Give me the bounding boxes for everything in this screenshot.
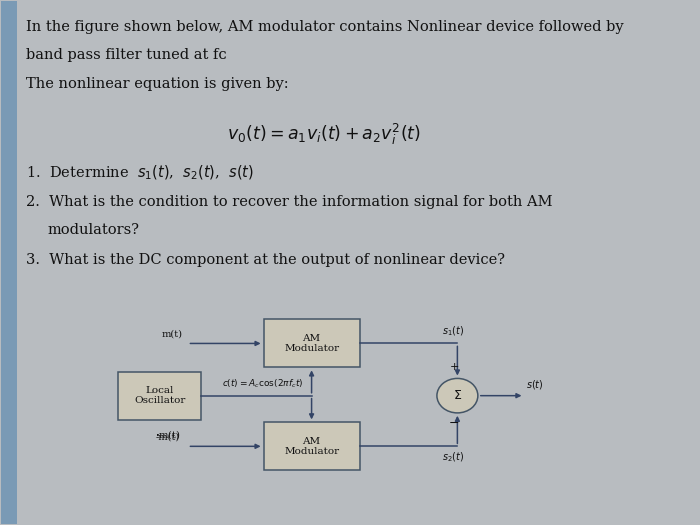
Text: −: − <box>449 417 459 430</box>
Circle shape <box>437 379 478 413</box>
Text: $s_1(t)$: $s_1(t)$ <box>442 324 464 338</box>
Text: modulators?: modulators? <box>48 223 140 237</box>
Text: Local
Oscillator: Local Oscillator <box>134 386 186 405</box>
FancyBboxPatch shape <box>118 372 202 419</box>
Text: -m(t): -m(t) <box>155 432 180 441</box>
Text: $\Sigma$: $\Sigma$ <box>453 389 462 402</box>
FancyBboxPatch shape <box>263 319 360 368</box>
Text: $s_2(t)$: $s_2(t)$ <box>442 450 464 464</box>
Text: $c(t) = A_c\cos(2\pi f_c t)$: $c(t) = A_c\cos(2\pi f_c t)$ <box>222 378 303 391</box>
Text: $\mathbf{\cdot}$m(t): $\mathbf{\cdot}$m(t) <box>155 428 181 441</box>
Text: band pass filter tuned at fᴄ: band pass filter tuned at fᴄ <box>26 48 227 62</box>
Text: AM
Modulator: AM Modulator <box>284 437 339 456</box>
Text: The nonlinear equation is given by:: The nonlinear equation is given by: <box>26 77 289 91</box>
Text: In the figure shown below, AM modulator contains Nonlinear device followed by: In the figure shown below, AM modulator … <box>26 19 624 34</box>
Bar <box>1 2 17 523</box>
Text: AM
Modulator: AM Modulator <box>284 334 339 353</box>
Text: $v_0(t) = a_1v_i(t) + a_2v_i^2(t)$: $v_0(t) = a_1v_i(t) + a_2v_i^2(t)$ <box>227 121 421 146</box>
FancyBboxPatch shape <box>263 422 360 470</box>
Text: m(t): m(t) <box>162 329 183 338</box>
Text: 2.  What is the condition to recover the information signal for both AM: 2. What is the condition to recover the … <box>26 195 553 208</box>
Text: 1.  Determine  $s_1(t)$,  $s_2(t)$,  $s(t)$: 1. Determine $s_1(t)$, $s_2(t)$, $s(t)$ <box>26 163 254 182</box>
Text: +: + <box>449 362 459 372</box>
Text: 3.  What is the DC component at the output of nonlinear device?: 3. What is the DC component at the outpu… <box>26 253 505 267</box>
Text: $s(t)$: $s(t)$ <box>526 379 544 392</box>
